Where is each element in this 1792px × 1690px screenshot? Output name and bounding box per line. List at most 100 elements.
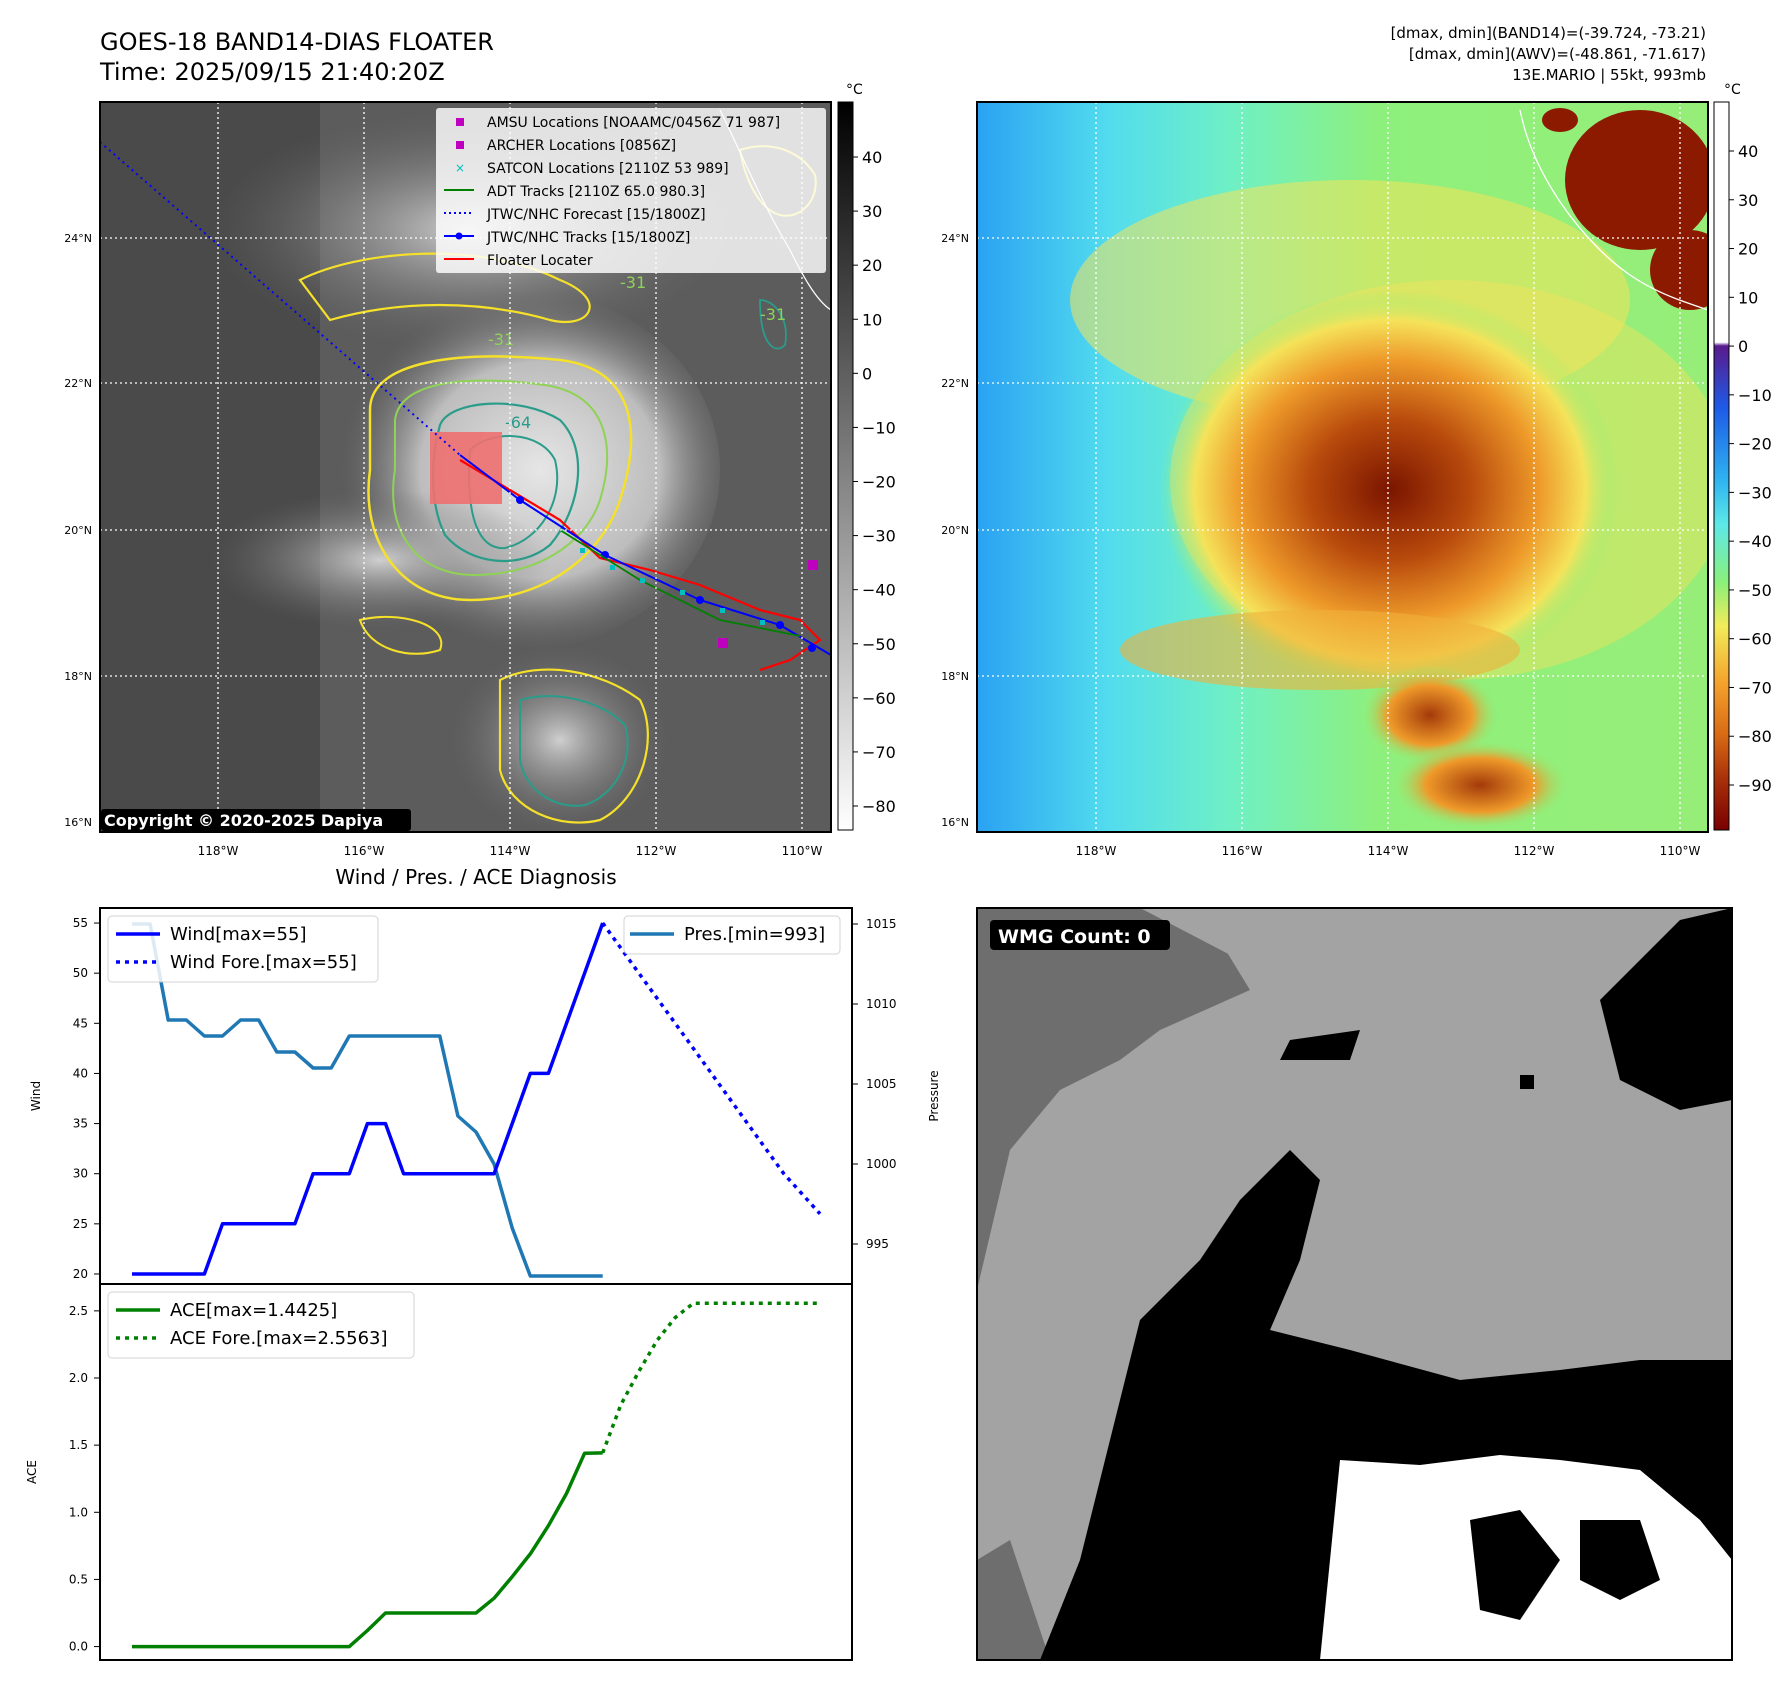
- axis-tick-label: 50: [73, 966, 88, 980]
- colorbar-tick-label: −40: [862, 581, 896, 600]
- axis-tick-label: 35: [73, 1117, 88, 1131]
- colorbar-tick-label: −60: [1738, 630, 1772, 649]
- satcon-markers: [580, 548, 765, 625]
- wind-axis-label: Wind: [29, 1081, 43, 1111]
- svg-text:116°W: 116°W: [1222, 844, 1263, 858]
- axis-tick-label: 0.5: [69, 1572, 88, 1586]
- ace-legend: ACE[max=1.4425] ACE Fore.[max=2.5563]: [107, 1291, 415, 1359]
- colorbar-tick-label: −30: [862, 527, 896, 546]
- figure-title: GOES-18 BAND14-DIAS FLOATER: [100, 28, 494, 56]
- awv-lon-ticks: 118°W 116°W 114°W 112°W 110°W: [1076, 844, 1701, 858]
- svg-text:114°W: 114°W: [490, 844, 531, 858]
- axis-tick-label: 30: [73, 1167, 88, 1181]
- contour-label: -31: [760, 305, 786, 324]
- wmg-dark-region: [977, 908, 1250, 1290]
- svg-text:16°N: 16°N: [941, 816, 969, 829]
- svg-text:18°N: 18°N: [64, 670, 92, 683]
- axis-tick-label: 1015: [866, 917, 897, 931]
- storm-info: 13E.MARIO | 55kt, 993mb: [1512, 66, 1706, 84]
- archer-marker: [718, 638, 728, 648]
- figure-time: Time: 2025/09/15 21:40:20Z: [99, 58, 445, 86]
- jtwc-forecast-track: [100, 141, 461, 456]
- awv-storm: [1160, 290, 1620, 690]
- axis-tick-label: 1.0: [69, 1505, 88, 1519]
- svg-text:110°W: 110°W: [1660, 844, 1701, 858]
- svg-text:20°N: 20°N: [64, 524, 92, 537]
- copyright: Copyright © 2020-2025 Dapiya: [104, 811, 383, 830]
- colorbar-tick-label: −50: [1738, 581, 1772, 600]
- svg-text:×: ×: [455, 161, 465, 175]
- svg-text:20°N: 20°N: [941, 524, 969, 537]
- svg-text:24°N: 24°N: [941, 232, 969, 245]
- colorbar-tick-label: 40: [862, 148, 882, 167]
- contour-label: -64: [505, 413, 531, 432]
- awv-colorbar-unit: °C: [1724, 82, 1741, 98]
- axis-tick-label: 20: [73, 1267, 88, 1281]
- series-line-pres-: [132, 922, 603, 1278]
- floater-locator-box: [430, 432, 502, 504]
- awv-lat-ticks: 16°N 18°N 20°N 22°N 24°N: [941, 232, 969, 829]
- axis-tick-label: 2.5: [69, 1304, 88, 1318]
- legend-ace: ACE[max=1.4425]: [170, 1300, 337, 1321]
- legend-ace-fore: ACE Fore.[max=2.5563]: [170, 1328, 388, 1349]
- diagnosis-panel: Wind / Pres. / ACE Diagnosis Wind Pressu…: [25, 865, 941, 1661]
- axis-tick-label: 0.0: [69, 1640, 88, 1654]
- axis-tick-label: 1010: [866, 997, 897, 1011]
- ace-axis-label: ACE: [25, 1460, 39, 1484]
- pres-legend: Pres.[min=993]: [623, 915, 841, 955]
- svg-text:18°N: 18°N: [941, 670, 969, 683]
- ir-lat-ticks: 16°N 18°N 20°N 22°N 24°N: [64, 232, 92, 829]
- legend-jtwc-tracks: JTWC/NHC Tracks [15/1800Z]: [486, 230, 690, 246]
- axis-tick-label: 45: [73, 1016, 88, 1030]
- legend-satcon: SATCON Locations [2110Z 53 989]: [487, 161, 729, 177]
- pressure-axis-label: Pressure: [927, 1070, 941, 1121]
- svg-text:22°N: 22°N: [941, 377, 969, 390]
- colorbar-tick-label: 20: [1738, 240, 1758, 259]
- svg-text:110°W: 110°W: [782, 844, 823, 858]
- axis-tick-label: 1.5: [69, 1438, 88, 1452]
- axis-tick-label: 1005: [866, 1077, 897, 1091]
- svg-text:24°N: 24°N: [64, 232, 92, 245]
- legend-floater: Floater Locater: [487, 253, 593, 269]
- awv-map-panel: 118°W 116°W 114°W 112°W 110°W 16°N 18°N …: [941, 101, 1709, 858]
- contour-label: -31: [620, 273, 646, 292]
- colorbar-tick-label: 30: [862, 202, 882, 221]
- ir-map-panel: -31 -64 -31 -31: [64, 101, 832, 858]
- wmg-count: WMG Count: 0: [998, 926, 1151, 948]
- colorbar-tick-label: 0: [862, 364, 872, 383]
- colorbar-tick-label: −20: [862, 473, 896, 492]
- stats-band14: [dmax, dmin](BAND14)=(-39.724, -73.21): [1391, 24, 1706, 42]
- svg-text:22°N: 22°N: [64, 377, 92, 390]
- colorbar-tick-label: −10: [862, 418, 896, 437]
- ir-contours: [298, 145, 817, 824]
- axis-tick-label: 25: [73, 1217, 88, 1231]
- figure-header: GOES-18 BAND14-DIAS FLOATER Time: 2025/0…: [99, 24, 1706, 86]
- colorbar-tick-label: −40: [1738, 532, 1772, 551]
- colorbar-tick-label: −50: [862, 635, 896, 654]
- contour-label: -31: [488, 330, 514, 349]
- wmg-panel: WMG Count: 0: [976, 907, 1733, 1661]
- svg-text:118°W: 118°W: [198, 844, 239, 858]
- svg-text:112°W: 112°W: [636, 844, 677, 858]
- map-legend: × AMSU Locations [NOAAMC/0456Z 71 987] A…: [436, 108, 826, 273]
- legend-adt: ADT Tracks [2110Z 65.0 980.3]: [487, 184, 705, 200]
- series-line-ace: [132, 1451, 603, 1649]
- svg-text:112°W: 112°W: [1514, 844, 1555, 858]
- axis-tick-label: 2.0: [69, 1371, 88, 1385]
- colorbar-tick-label: −30: [1738, 483, 1772, 502]
- colorbar-tick-label: 0: [1738, 337, 1748, 356]
- amsu-marker: [808, 560, 818, 570]
- axis-tick-label: 55: [73, 916, 88, 930]
- colorbar-tick-label: −80: [1738, 727, 1772, 746]
- colorbar-tick-label: 10: [862, 310, 882, 329]
- series-line-wind: [132, 922, 605, 1276]
- svg-text:116°W: 116°W: [344, 844, 385, 858]
- colorbar-tick-label: −70: [1738, 678, 1772, 697]
- series-line-wind-fore-: [601, 921, 822, 1215]
- wind-legend: Wind[max=55] Wind Fore.[max=55]: [107, 915, 379, 983]
- svg-text:118°W: 118°W: [1076, 844, 1117, 858]
- colorbar-tick-label: 10: [1738, 288, 1758, 307]
- legend-archer: ARCHER Locations [0856Z]: [487, 138, 676, 154]
- colorbar-tick-label: −70: [862, 743, 896, 762]
- axis-tick-label: 40: [73, 1066, 88, 1080]
